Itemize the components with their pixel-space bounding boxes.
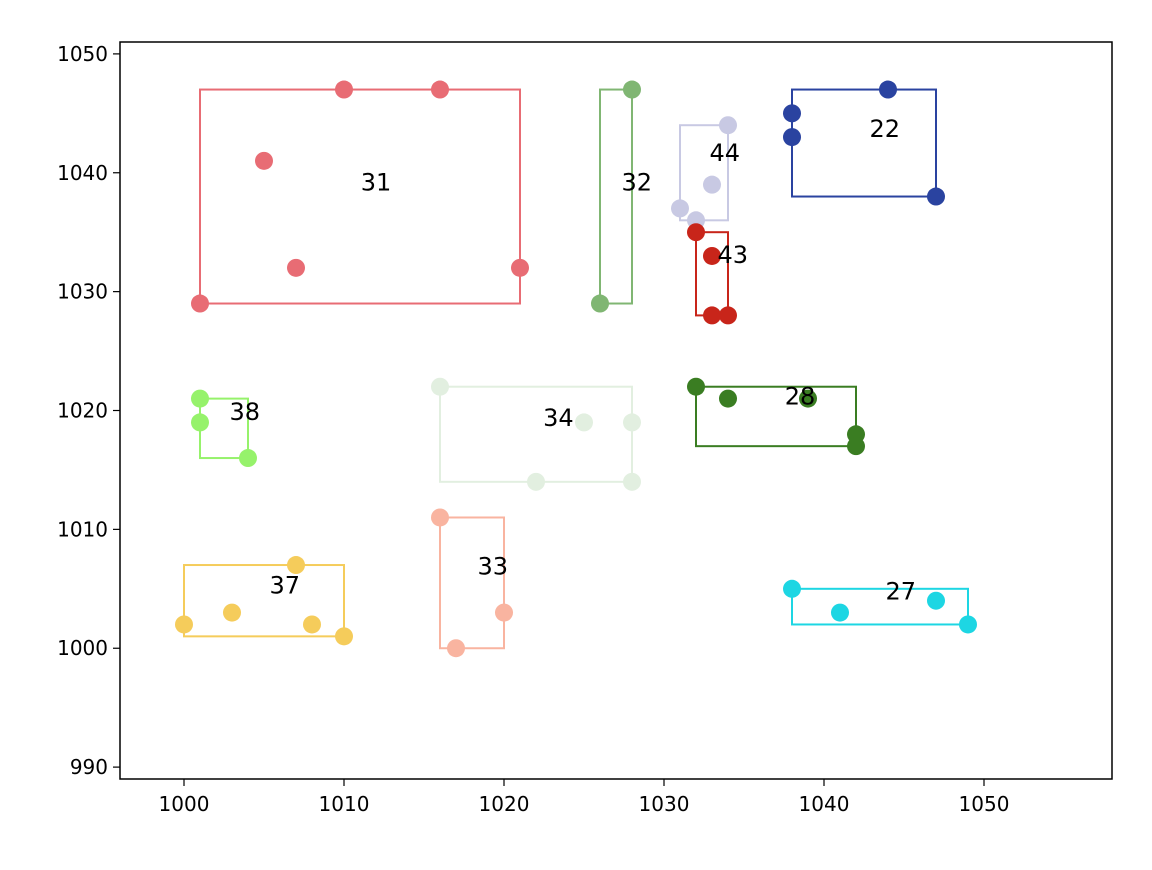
data-point-34 [623,413,641,432]
data-point-34 [527,472,545,491]
data-point-22 [927,187,945,206]
y-tick-label: 990 [70,755,108,779]
data-point-27 [831,603,849,622]
group-label-43: 43 [718,241,749,269]
data-point-34 [575,413,593,432]
y-tick-label: 1050 [57,42,108,66]
data-point-28 [687,377,705,396]
data-point-22 [783,128,801,147]
group-label-27: 27 [886,578,917,606]
axis-ticks: 1000 1010 1020 1030 1040 1050 990 1000 1010 1020 1… [57,42,1009,816]
data-point-32 [591,294,609,313]
plot-background [120,42,1112,779]
group-boxes [183,88,969,650]
data-point-31 [255,151,273,170]
group-box-31 [199,88,521,305]
data-point-37 [175,615,193,634]
y-tick-label: 1030 [57,280,108,304]
data-point-43 [703,246,721,265]
group-label-34: 34 [543,404,574,432]
x-tick-label: 1040 [799,792,850,816]
data-point-33 [495,603,513,622]
group-label-22: 22 [870,115,901,143]
data-point-27 [927,591,945,610]
data-point-37 [223,603,241,622]
group-label-38: 38 [230,398,261,426]
y-tick-label: 1010 [57,517,108,541]
x-tick-label: 1020 [479,792,530,816]
data-point-32 [623,80,641,99]
data-point-38 [191,389,209,408]
group-box-27 [791,587,969,626]
data-point-37 [287,556,305,575]
data-point-37 [335,627,353,646]
group-points [175,80,977,658]
group-label-37: 37 [270,572,301,600]
group-box-32 [599,88,633,305]
y-tick-label: 1040 [57,161,108,185]
data-point-43 [703,306,721,325]
x-tick-label: 1010 [319,792,370,816]
data-point-33 [447,639,465,658]
plot-frame [119,41,1113,780]
group-label-32: 32 [622,169,653,197]
group-label-28: 28 [785,383,816,411]
data-point-31 [335,80,353,99]
data-point-31 [511,258,529,277]
data-point-27 [783,579,801,598]
group-box-33 [439,516,505,650]
data-point-34 [431,377,449,396]
x-tick-label: 1050 [959,792,1010,816]
group-label-31: 31 [361,169,392,197]
data-point-28 [719,389,737,408]
x-tick-label: 1000 [159,792,210,816]
group-box-28 [695,385,857,448]
data-point-34 [623,472,641,491]
group-box-37 [183,564,345,638]
data-point-38 [239,449,257,468]
data-point-33 [431,508,449,527]
data-point-44 [719,116,737,135]
data-point-28 [847,437,865,456]
group-labels: 31 32 44 22 43 38 34 28 37 33 27 [230,115,917,605]
data-point-22 [879,80,897,99]
x-tick-label: 1030 [639,792,690,816]
data-point-43 [719,306,737,325]
data-point-22 [783,104,801,123]
data-point-31 [431,80,449,99]
group-label-44: 44 [710,139,741,167]
y-tick-label: 1020 [57,399,108,423]
data-point-31 [287,258,305,277]
y-tick-label: 1000 [57,636,108,660]
data-point-38 [191,413,209,432]
group-label-33: 33 [478,553,509,581]
data-point-28 [799,389,817,408]
data-point-27 [959,615,977,634]
data-point-31 [191,294,209,313]
data-point-44 [703,175,721,194]
data-point-37 [303,615,321,634]
data-point-44 [671,199,689,218]
data-point-43 [687,223,705,242]
